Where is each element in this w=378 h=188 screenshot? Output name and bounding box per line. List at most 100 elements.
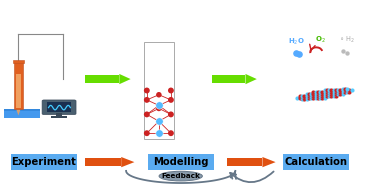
Point — [324, 92, 330, 96]
Point — [168, 98, 174, 101]
Point — [299, 94, 305, 97]
Point — [319, 94, 325, 97]
Text: Feedback: Feedback — [161, 173, 200, 179]
Point — [333, 92, 339, 96]
Bar — [51, 116, 67, 118]
Point — [306, 94, 312, 97]
Point — [315, 96, 321, 99]
Point — [326, 92, 332, 96]
FancyBboxPatch shape — [42, 100, 76, 114]
Point — [322, 89, 328, 92]
Polygon shape — [121, 157, 135, 167]
Point — [319, 92, 325, 96]
Point — [313, 92, 319, 96]
Point — [299, 98, 305, 101]
Point — [308, 94, 314, 97]
Point — [301, 98, 307, 101]
Text: H$_2$O: H$_2$O — [288, 37, 305, 47]
Point — [156, 93, 162, 96]
Point — [301, 96, 307, 99]
Point — [168, 113, 174, 116]
Point — [324, 89, 330, 92]
FancyBboxPatch shape — [284, 154, 349, 170]
Polygon shape — [85, 75, 119, 83]
Point — [335, 92, 341, 96]
Point — [306, 92, 312, 96]
Bar — [13, 60, 24, 63]
Point — [326, 91, 332, 94]
Point — [310, 94, 316, 97]
Point — [346, 89, 352, 92]
Point — [344, 89, 350, 92]
Text: Calculation: Calculation — [285, 157, 348, 167]
Bar — [16, 74, 21, 108]
Ellipse shape — [159, 171, 202, 181]
Point — [344, 52, 350, 55]
Bar — [144, 42, 174, 139]
Polygon shape — [262, 157, 276, 167]
Text: Experiment: Experiment — [12, 157, 76, 167]
Point — [317, 96, 323, 99]
Point — [156, 132, 162, 135]
Point — [328, 91, 335, 94]
Point — [317, 92, 323, 96]
Point — [331, 89, 337, 92]
Bar — [14, 62, 23, 109]
Point — [322, 94, 328, 97]
Polygon shape — [85, 158, 121, 166]
Point — [333, 94, 339, 97]
Point — [340, 50, 346, 53]
Point — [335, 91, 341, 94]
Point — [331, 92, 337, 96]
Bar — [5, 108, 40, 111]
FancyBboxPatch shape — [11, 154, 77, 170]
Polygon shape — [245, 74, 257, 84]
Point — [322, 91, 328, 94]
Point — [296, 52, 302, 55]
Point — [304, 96, 310, 99]
Point — [340, 87, 346, 90]
Point — [331, 94, 337, 97]
Point — [315, 91, 321, 94]
Point — [144, 113, 150, 116]
Point — [340, 92, 346, 96]
Point — [297, 94, 303, 97]
Polygon shape — [119, 74, 131, 84]
Polygon shape — [212, 75, 245, 83]
Point — [168, 89, 174, 92]
Point — [338, 91, 344, 94]
Point — [144, 132, 150, 135]
Bar — [56, 113, 62, 118]
Point — [308, 92, 314, 96]
Point — [313, 96, 319, 99]
Point — [156, 107, 162, 110]
Point — [338, 89, 344, 92]
Point — [335, 89, 341, 92]
Point — [156, 104, 162, 107]
Point — [326, 89, 332, 92]
Text: O$_2$: O$_2$ — [316, 34, 326, 45]
Point — [313, 91, 319, 94]
Point — [328, 92, 335, 96]
Point — [328, 94, 335, 97]
FancyBboxPatch shape — [148, 154, 214, 170]
Point — [308, 96, 314, 99]
Point — [313, 94, 319, 97]
Text: Modelling: Modelling — [153, 157, 208, 167]
Point — [344, 87, 350, 90]
Point — [326, 94, 332, 97]
Point — [346, 91, 352, 94]
Point — [324, 91, 330, 94]
Polygon shape — [227, 158, 262, 166]
Point — [301, 94, 307, 97]
Point — [342, 91, 348, 94]
Point — [333, 89, 339, 92]
Point — [310, 96, 316, 99]
Point — [168, 132, 174, 135]
Point — [342, 89, 348, 92]
Point — [333, 91, 339, 94]
Point — [340, 91, 346, 94]
Point — [315, 92, 321, 96]
Point — [344, 91, 350, 94]
Point — [319, 96, 325, 99]
